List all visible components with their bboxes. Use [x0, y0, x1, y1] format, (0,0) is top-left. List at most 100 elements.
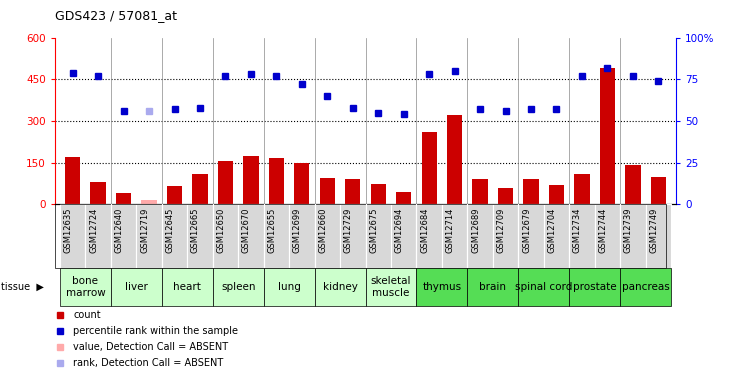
Text: GSM12640: GSM12640 — [115, 208, 124, 253]
Bar — [111, 204, 136, 268]
Text: GSM12739: GSM12739 — [624, 208, 633, 253]
Bar — [314, 204, 340, 268]
Bar — [391, 204, 417, 268]
Text: GSM12704: GSM12704 — [548, 208, 556, 253]
Text: GSM12744: GSM12744 — [599, 208, 607, 253]
Text: GSM12734: GSM12734 — [573, 208, 582, 253]
Bar — [264, 204, 289, 268]
Text: value, Detection Call = ABSENT: value, Detection Call = ABSENT — [73, 342, 229, 352]
Bar — [218, 161, 233, 204]
Bar — [340, 204, 366, 268]
Bar — [192, 174, 208, 204]
Text: GDS423 / 57081_at: GDS423 / 57081_at — [55, 9, 177, 22]
Text: GSM12645: GSM12645 — [165, 208, 175, 253]
Bar — [366, 204, 391, 268]
Bar — [167, 186, 182, 204]
Text: GSM12709: GSM12709 — [496, 208, 506, 253]
Bar — [625, 165, 640, 204]
Text: GSM12689: GSM12689 — [471, 208, 480, 253]
Bar — [371, 183, 386, 204]
Bar — [136, 204, 162, 268]
Bar — [213, 268, 264, 306]
Bar — [111, 268, 162, 306]
Text: GSM12670: GSM12670 — [242, 208, 251, 253]
Text: GSM12655: GSM12655 — [268, 208, 276, 253]
Bar — [345, 179, 360, 204]
Bar — [544, 204, 569, 268]
Text: liver: liver — [125, 282, 148, 292]
Bar — [523, 179, 539, 204]
Bar — [86, 204, 111, 268]
Text: thymus: thymus — [423, 282, 461, 292]
Bar — [595, 204, 620, 268]
Bar — [620, 268, 671, 306]
Text: count: count — [73, 310, 101, 321]
Text: GSM12694: GSM12694 — [395, 208, 404, 253]
Bar — [498, 188, 513, 204]
Bar — [396, 192, 412, 204]
Bar — [91, 182, 106, 204]
Bar — [472, 179, 488, 204]
Text: GSM12724: GSM12724 — [89, 208, 98, 253]
Text: lung: lung — [278, 282, 300, 292]
Bar — [417, 268, 467, 306]
Bar — [518, 204, 544, 268]
Bar — [243, 156, 259, 204]
Text: percentile rank within the sample: percentile rank within the sample — [73, 326, 238, 336]
Bar — [518, 268, 569, 306]
Bar — [620, 204, 645, 268]
Bar — [187, 204, 213, 268]
Bar — [442, 204, 467, 268]
Text: skeletal
muscle: skeletal muscle — [371, 276, 412, 298]
Bar — [366, 268, 417, 306]
Bar — [575, 174, 590, 204]
Bar — [417, 204, 442, 268]
Bar — [569, 204, 595, 268]
Bar — [162, 204, 187, 268]
Text: GSM12675: GSM12675 — [369, 208, 378, 253]
Bar — [645, 204, 671, 268]
Bar — [493, 204, 518, 268]
Text: GSM12665: GSM12665 — [191, 208, 200, 253]
Text: GSM12650: GSM12650 — [216, 208, 225, 253]
Text: pancreas: pancreas — [622, 282, 670, 292]
Text: GSM12684: GSM12684 — [420, 208, 429, 253]
Bar — [238, 204, 264, 268]
Bar — [651, 177, 666, 204]
Bar — [116, 193, 132, 204]
Bar — [162, 268, 213, 306]
Bar — [289, 204, 314, 268]
Text: GSM12679: GSM12679 — [522, 208, 531, 253]
Bar — [65, 157, 80, 204]
Text: spleen: spleen — [221, 282, 255, 292]
Text: tissue  ▶: tissue ▶ — [1, 282, 44, 292]
Bar — [60, 204, 86, 268]
Text: GSM12714: GSM12714 — [446, 208, 455, 253]
Bar — [549, 185, 564, 204]
Text: GSM12719: GSM12719 — [140, 208, 149, 253]
Text: GSM12749: GSM12749 — [649, 208, 659, 253]
Text: GSM12729: GSM12729 — [344, 208, 353, 253]
Bar — [294, 163, 309, 204]
Bar — [60, 268, 111, 306]
Bar — [314, 268, 366, 306]
Bar — [447, 116, 462, 204]
Bar — [264, 268, 314, 306]
Text: kidney: kidney — [322, 282, 357, 292]
Bar — [422, 132, 437, 204]
Bar — [467, 268, 518, 306]
Bar — [319, 178, 335, 204]
Bar — [269, 159, 284, 204]
Bar — [569, 268, 620, 306]
Text: heart: heart — [173, 282, 201, 292]
Text: rank, Detection Call = ABSENT: rank, Detection Call = ABSENT — [73, 358, 224, 368]
Text: brain: brain — [480, 282, 507, 292]
Text: GSM12660: GSM12660 — [318, 208, 327, 253]
Text: prostate: prostate — [573, 282, 616, 292]
Bar — [467, 204, 493, 268]
Text: spinal cord: spinal cord — [515, 282, 572, 292]
Bar — [599, 68, 615, 204]
Text: bone
marrow: bone marrow — [66, 276, 105, 298]
Text: GSM12699: GSM12699 — [293, 208, 302, 253]
Text: GSM12635: GSM12635 — [64, 208, 72, 253]
